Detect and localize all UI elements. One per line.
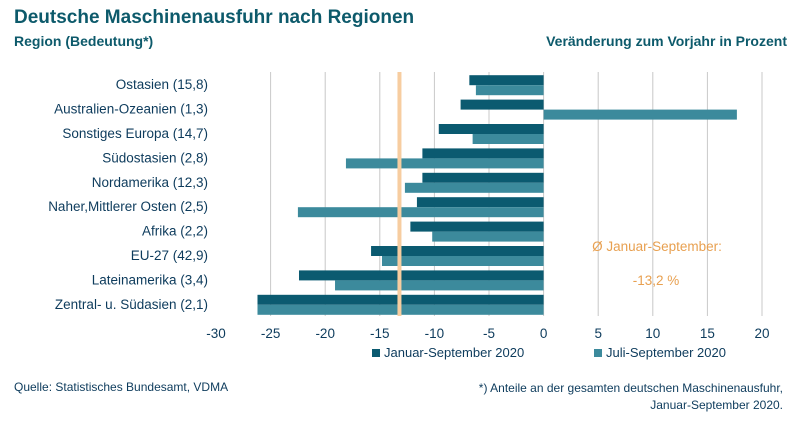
footnote: *) Anteile an der gesamten deutschen Mas… <box>479 380 783 414</box>
bar-jul-sep <box>475 85 544 96</box>
footnote-line-2: Januar-September 2020. <box>650 398 783 412</box>
x-tick-label: -20 <box>315 326 335 341</box>
x-tick-label: -30 <box>206 326 226 341</box>
category-label: Australien-Ozeanien (1,3) <box>54 102 208 117</box>
bar-jan-sep <box>438 124 544 134</box>
x-tick-labels: -30 -25 -20 -15 -10 -5 0 5 10 15 20 <box>206 326 769 341</box>
category-label: Ostasien (15,8) <box>116 77 208 92</box>
x-tick-label: -10 <box>425 326 445 341</box>
category-label: Naher,Mittlerer Osten (2,5) <box>48 199 208 214</box>
x-axis-title: Veränderung zum Vorjahr in Prozent <box>546 33 787 49</box>
bar-jul-sep <box>404 182 544 193</box>
bar-jul-sep <box>472 134 544 144</box>
legend-label: Januar-September 2020 <box>384 345 524 360</box>
annotation: Ø Januar-September: -13,2 % <box>592 239 722 288</box>
legend-swatch <box>372 349 380 357</box>
bar-jan-sep <box>469 75 544 86</box>
bar-jan-sep <box>410 221 544 232</box>
category-label: Südostasien (2,8) <box>102 150 208 165</box>
bar-jul-sep <box>432 231 544 242</box>
bar-jan-sep <box>422 172 544 183</box>
x-tick-label: 20 <box>754 326 769 341</box>
bar-jul-sep <box>543 109 737 120</box>
bar-jul-sep <box>381 256 544 266</box>
legend: Januar-September 2020 Juli-September 2020 <box>372 345 726 360</box>
x-tick-label: 10 <box>645 326 660 341</box>
y-axis-title: Region (Bedeutung*) <box>14 33 154 49</box>
x-tick-label: -25 <box>261 326 281 341</box>
legend-label: Juli-September 2020 <box>606 345 726 360</box>
category-label: Afrika (2,2) <box>142 224 208 239</box>
bar-jul-sep <box>335 280 544 291</box>
category-label: EU-27 (42,9) <box>131 248 208 263</box>
category-label: Sonstiges Europa (14,7) <box>62 126 208 141</box>
source-note: Quelle: Statistisches Bundesamt, VDMA <box>14 380 229 394</box>
x-tick-label: 0 <box>540 326 548 341</box>
x-tick-label: 15 <box>700 326 715 341</box>
category-label: Lateinamerika (3,4) <box>92 272 208 287</box>
annotation-label: Ø Januar-September: <box>592 239 722 254</box>
bar-jul-sep <box>345 158 544 169</box>
category-labels: Ostasien (15,8) Australien-Ozeanien (1,3)… <box>48 77 208 312</box>
x-tick-label: -15 <box>370 326 390 341</box>
bar-jan-sep <box>422 148 544 159</box>
chart-title: Deutsche Maschinenausfuhr nach Regionen <box>14 7 415 28</box>
bar-jan-sep <box>298 270 544 281</box>
x-tick-label: 5 <box>594 326 602 341</box>
bar-jan-sep <box>416 197 544 208</box>
bar-jan-sep <box>371 246 544 256</box>
annotation-value: -13,2 % <box>633 273 680 288</box>
x-tick-label: -5 <box>483 326 495 341</box>
category-label: Nordamerika (12,3) <box>92 175 208 190</box>
category-label: Zentral- u. Südasien (2,1) <box>55 297 208 312</box>
legend-swatch <box>594 349 602 357</box>
bar-jul-sep <box>297 207 544 218</box>
bar-jan-sep <box>460 99 544 110</box>
footnote-line-1: *) Anteile an der gesamten deutschen Mas… <box>478 381 783 395</box>
